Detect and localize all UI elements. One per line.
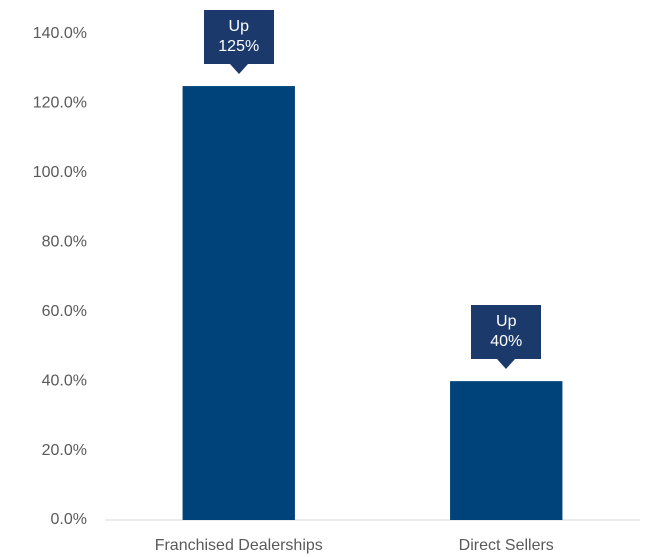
value-callout: Up 125% [203, 10, 274, 75]
y-tick-label: 100.0% [33, 164, 87, 181]
x-tick-label: Direct Sellers [459, 537, 554, 554]
bar [450, 381, 563, 520]
y-tick-label: 140.0% [33, 25, 87, 42]
value-label: Up 40% [490, 313, 523, 351]
y-tick-label: 80.0% [42, 234, 87, 251]
y-tick-label: 0.0% [51, 511, 87, 528]
value-label: Up 125% [218, 18, 260, 56]
bar [182, 86, 295, 521]
y-tick-label: 60.0% [42, 303, 87, 320]
y-tick-label: 120.0% [33, 95, 87, 112]
x-tick-label: Franchised Dealerships [155, 537, 323, 554]
value-callout: Up 40% [471, 305, 542, 370]
y-tick-label: 20.0% [42, 442, 87, 459]
y-tick-label: 40.0% [42, 372, 87, 389]
